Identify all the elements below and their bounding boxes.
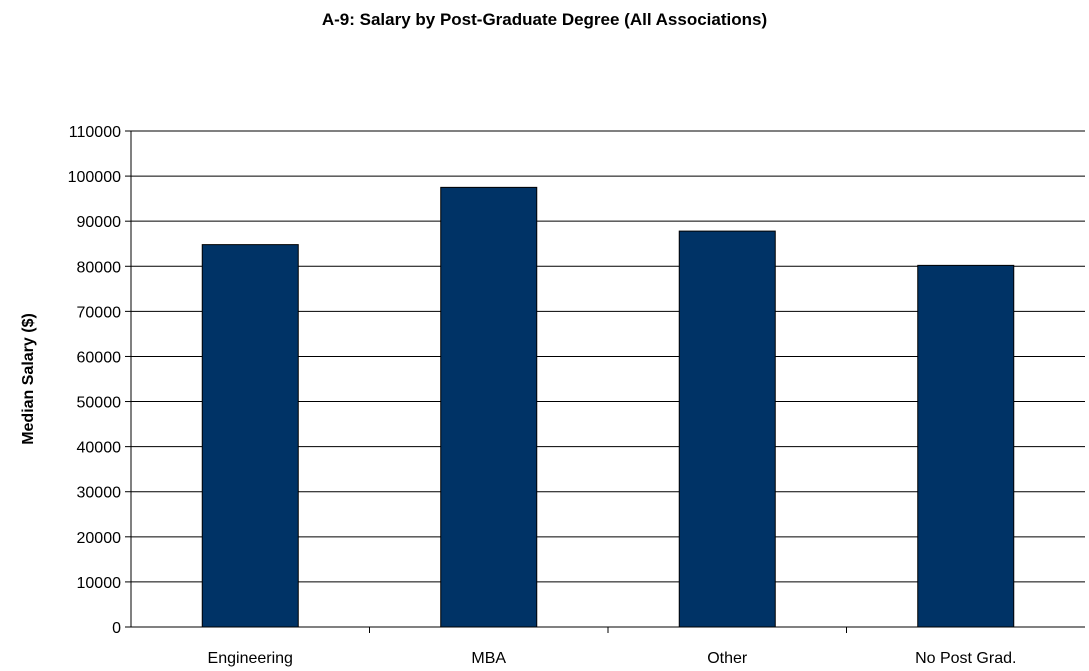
bars [201, 186, 1015, 628]
y-tick-label: 0 [112, 620, 121, 637]
y-tick-label: 30000 [77, 485, 122, 502]
y-tick-label: 40000 [77, 440, 122, 457]
chart-title: A-9: Salary by Post-Graduate Degree (All… [321, 10, 768, 29]
x-tick-label: Engineering [208, 650, 293, 667]
x-tick-label: No Post Grad. [915, 650, 1016, 667]
axes [125, 130, 1085, 633]
y-tick-label: 70000 [77, 304, 122, 321]
y-tick-label: 100000 [68, 169, 121, 186]
y-tick-label: 20000 [77, 530, 122, 547]
bar-no-post-grad [917, 264, 1015, 628]
y-tick-label: 60000 [77, 349, 122, 366]
bar-mba [440, 186, 538, 628]
y-tick-label: 90000 [77, 214, 122, 231]
y-tick-label: 80000 [77, 259, 122, 276]
bar-other [678, 230, 776, 628]
y-tick-label: 10000 [77, 575, 122, 592]
bar-engineering [201, 244, 299, 628]
y-tick-labels: 0 10000 20000 30000 40000 50000 60000 70000 8000… [68, 124, 121, 637]
x-tick-label: Other [707, 650, 748, 667]
x-tick-labels: Engineering MBA Other No Post Grad. [208, 650, 1017, 667]
x-tick-label: MBA [471, 650, 506, 667]
y-tick-label: 110000 [69, 124, 121, 141]
y-tick-label: 50000 [77, 395, 122, 412]
y-axis-label: Median Salary ($) [20, 313, 37, 445]
